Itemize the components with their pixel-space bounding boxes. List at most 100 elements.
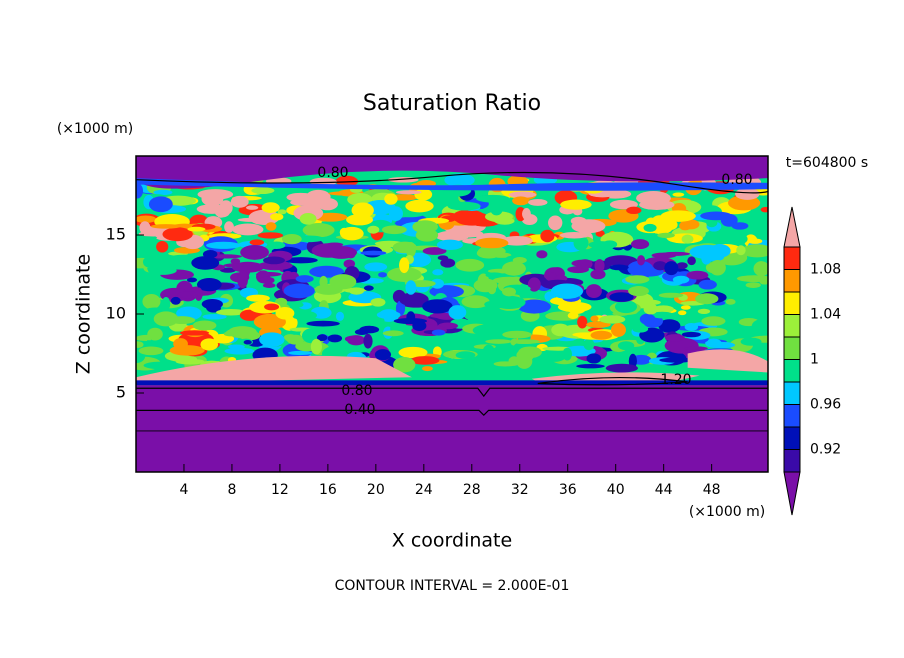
field-blob <box>687 256 696 266</box>
field-blob <box>249 239 265 246</box>
field-blob <box>736 275 768 282</box>
field-blob <box>339 227 349 237</box>
field-blob <box>502 330 532 339</box>
field-blob <box>559 232 589 239</box>
field-blob <box>275 306 295 320</box>
field-blob <box>286 334 305 345</box>
field-blob <box>663 219 678 230</box>
colorbar-box <box>783 291 801 315</box>
x-tick-label: 40 <box>607 482 625 498</box>
colorbar-box <box>783 314 801 338</box>
colorbar-box <box>783 404 801 428</box>
field-blob <box>223 263 245 268</box>
field-blob <box>672 275 690 284</box>
field-blob <box>475 237 509 249</box>
field-blob <box>179 330 210 336</box>
field-blob <box>493 295 526 310</box>
y-tick-label: 15 <box>106 225 126 244</box>
colorbar-tick-label: 1 <box>810 352 819 368</box>
field-blob <box>202 313 227 320</box>
field-blob <box>709 260 726 276</box>
field-blob <box>586 321 611 328</box>
field-blob <box>447 201 481 211</box>
field-blob <box>609 292 634 302</box>
field-blob <box>265 222 277 231</box>
field-blob <box>636 255 646 266</box>
field-blob <box>512 196 530 206</box>
field-blob <box>660 210 696 222</box>
colorbar-box <box>783 426 801 450</box>
field-blob <box>567 304 586 314</box>
field-blob <box>609 264 629 271</box>
field-blob <box>540 229 555 243</box>
field-blob <box>302 223 335 238</box>
field-blob <box>701 316 726 326</box>
field-blob <box>197 189 234 200</box>
field-blob <box>436 239 463 251</box>
field-blob <box>626 206 642 215</box>
field-blob <box>405 242 416 258</box>
field-blob <box>736 245 746 256</box>
field-blob <box>206 241 241 249</box>
field-blob <box>479 348 506 363</box>
field-blob <box>697 308 711 314</box>
colorbar-over <box>783 206 801 248</box>
field-blob <box>700 211 732 221</box>
field-blob <box>397 340 424 346</box>
field-blob <box>224 221 234 233</box>
field-blob <box>461 295 490 309</box>
field-blob <box>653 261 668 271</box>
field-blob <box>405 280 417 295</box>
field-blob <box>422 247 447 255</box>
x-tick-label: 16 <box>319 482 337 498</box>
field-blob <box>384 254 405 266</box>
field-blob <box>586 353 602 364</box>
field-blob <box>658 319 681 333</box>
field-blob <box>263 256 285 265</box>
field-blob <box>387 267 422 282</box>
x-tick-label: 8 <box>227 482 236 498</box>
x-tick-label: 20 <box>367 482 385 498</box>
contour-label: 0.80 <box>317 165 348 181</box>
field-blob <box>718 231 748 246</box>
field-blob <box>170 296 181 305</box>
field-blob <box>319 275 328 289</box>
field-blob <box>309 265 345 278</box>
field-blob <box>753 261 768 277</box>
y-tick-label: 5 <box>116 383 126 402</box>
field-blob <box>292 310 317 321</box>
chart-title: Saturation Ratio <box>363 91 541 116</box>
field-blob <box>502 287 516 297</box>
field-blob <box>451 229 484 238</box>
field-blob <box>695 293 719 305</box>
colorbar-tick-label: 1.08 <box>810 262 841 278</box>
colorbar-box <box>783 359 801 383</box>
field-blob <box>175 358 205 365</box>
field-top-blue <box>136 178 768 191</box>
field-blob <box>494 217 515 225</box>
field-blob <box>684 346 708 351</box>
field-blob <box>136 215 157 223</box>
field-blob <box>741 244 768 258</box>
field-blob <box>374 349 392 361</box>
field-blob <box>698 279 717 290</box>
field-blob <box>224 347 255 355</box>
field-blob <box>363 333 373 349</box>
field-blob <box>349 318 364 323</box>
field-blob <box>548 215 563 231</box>
field-blob <box>170 254 199 260</box>
field-blob <box>147 271 159 285</box>
field-blob <box>399 257 410 274</box>
colorbar-tick-label: 0.96 <box>810 397 841 413</box>
field-blob <box>169 345 205 356</box>
field-blob <box>562 347 573 361</box>
field-blob <box>344 335 363 343</box>
field-blob <box>230 195 249 208</box>
field-blob <box>277 209 287 215</box>
field-blob <box>239 309 260 321</box>
field-blob <box>617 341 635 351</box>
field-blob <box>500 235 533 246</box>
contour-line <box>136 171 768 194</box>
field-blob <box>440 258 456 268</box>
field-blob <box>267 241 286 250</box>
